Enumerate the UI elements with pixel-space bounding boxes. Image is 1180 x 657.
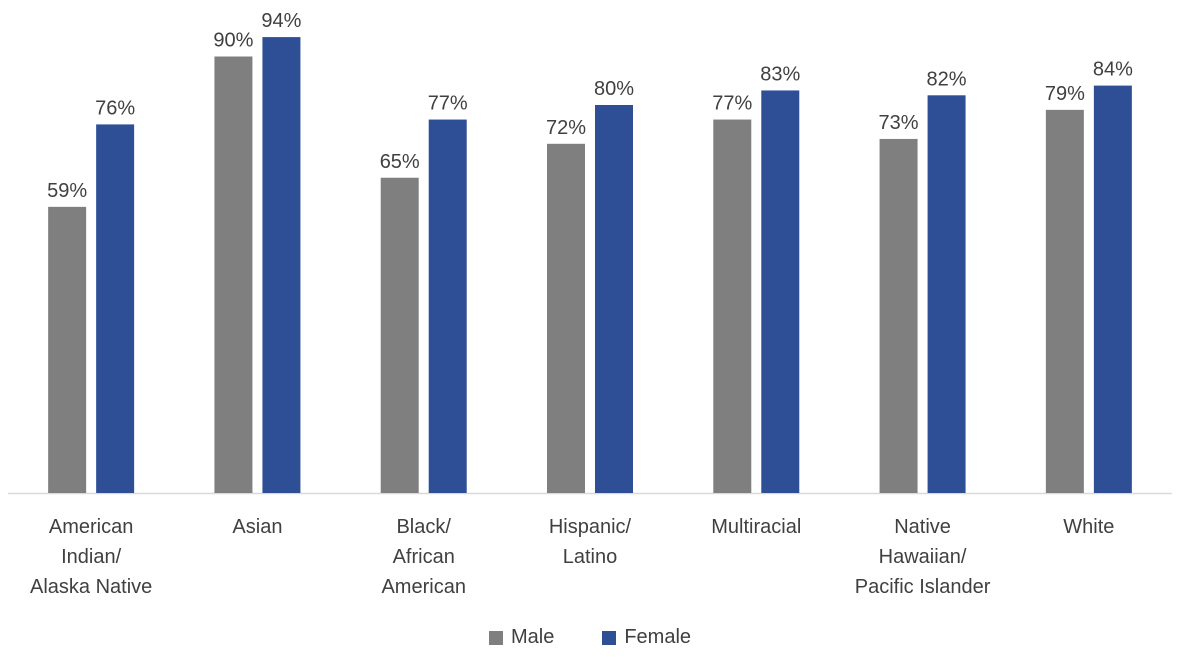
- data-label-female-0: 76%: [95, 97, 135, 119]
- bar-chart: 59% 76% American Indian/Alaska Native 90% 94%…: [8, 10, 1172, 598]
- data-label-male-6: 79%: [1045, 83, 1085, 105]
- data-label-female-4: 83%: [760, 63, 800, 85]
- legend: Male Female: [0, 626, 1180, 649]
- bar-male-3: [547, 143, 585, 494]
- bar-male-1: [214, 56, 253, 493]
- bar-female-4: [761, 90, 800, 493]
- data-label-male-1: 90%: [213, 30, 253, 52]
- category-label-2: Black/African American: [381, 516, 465, 598]
- data-label-male-5: 73%: [879, 112, 919, 134]
- bar-female-5: [927, 95, 966, 494]
- data-label-female-2: 77%: [428, 93, 468, 115]
- data-label-male-0: 59%: [47, 180, 87, 202]
- data-label-male-2: 65%: [380, 151, 420, 173]
- category-label-5: Native Hawaiian/Pacific Islander: [855, 516, 991, 598]
- category-label-1: Asian: [232, 516, 282, 538]
- bar-female-1: [262, 37, 301, 493]
- bar-male-4: [713, 119, 752, 494]
- legend-label-female: Female: [624, 626, 692, 648]
- bar-male-2: [380, 177, 419, 493]
- category-label-3: Hispanic/Latino: [549, 516, 632, 568]
- data-label-female-6: 84%: [1093, 59, 1133, 81]
- data-label-female-3: 80%: [594, 78, 634, 100]
- legend-item-female: Female: [602, 626, 691, 649]
- bar-female-3: [595, 105, 633, 493]
- legend-swatch-female: [602, 630, 617, 645]
- data-label-female-5: 82%: [927, 68, 967, 90]
- category-label-6: White: [1063, 516, 1114, 538]
- category-label-0: American Indian/Alaska Native: [30, 516, 152, 598]
- data-label-male-3: 72%: [546, 117, 586, 139]
- category-label-4: Multiracial: [711, 516, 801, 538]
- data-label-male-4: 77%: [712, 93, 752, 115]
- data-label-female-1: 94%: [261, 10, 301, 32]
- bar-female-0: [96, 124, 135, 494]
- bar-female-2: [428, 119, 467, 494]
- bar-male-6: [1045, 109, 1084, 493]
- bar-male-0: [48, 206, 87, 493]
- bar-female-6: [1093, 85, 1132, 493]
- bar-male-5: [879, 138, 918, 493]
- legend-item-male: Male: [488, 626, 555, 649]
- legend-label-male: Male: [510, 626, 555, 648]
- legend-swatch-male: [488, 630, 503, 645]
